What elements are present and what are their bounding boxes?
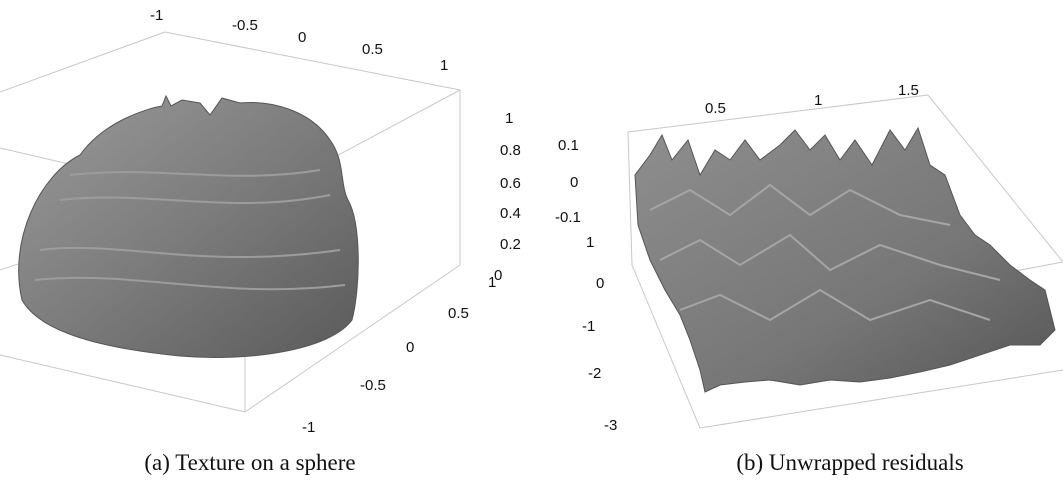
caption: (b) Unwrapped residuals xyxy=(736,450,963,475)
tick-label: 0.1 xyxy=(558,137,579,154)
tick-label: 0 xyxy=(406,339,414,356)
tick-label: -0.5 xyxy=(360,377,386,394)
tick-label: -0.5 xyxy=(232,17,258,34)
textured-sphere-surface xyxy=(19,96,359,358)
tick-label: 0 xyxy=(570,174,578,191)
tick-label: 0.5 xyxy=(448,305,469,322)
tick-label: 1 xyxy=(440,57,448,74)
tick-label: 1 xyxy=(586,234,594,251)
tick-label: 0.4 xyxy=(500,205,521,222)
figure: -1 -0.5 0 0.5 1 1 0.8 0.6 0.4 0.2 0 1 0.… xyxy=(0,0,1063,487)
tick-label: 0.5 xyxy=(362,41,383,58)
tick-label: 1 xyxy=(488,274,496,291)
tick-label: -1 xyxy=(302,419,315,436)
residual-surface xyxy=(635,128,1055,392)
tick-label: 0 xyxy=(298,29,306,46)
page: -1 -0.5 0 0.5 1 1 0.8 0.6 0.4 0.2 0 1 0.… xyxy=(0,0,1063,487)
caption: (a) Texture on a sphere xyxy=(144,450,355,475)
tick-label: 1.5 xyxy=(898,82,919,99)
tick-label: 1 xyxy=(505,110,513,127)
tick-label: 0.6 xyxy=(500,175,521,192)
tick-label: -2 xyxy=(588,365,601,382)
tick-label: -3 xyxy=(604,417,617,434)
tick-label: 1 xyxy=(814,92,822,109)
tick-label: -0.1 xyxy=(555,209,581,226)
tick-label: 0.5 xyxy=(705,100,726,117)
panel-a: -1 -0.5 0 0.5 1 1 0.8 0.6 0.4 0.2 0 1 0.… xyxy=(0,7,521,475)
tick-label: -1 xyxy=(150,7,163,24)
tick-label: 0 xyxy=(596,275,604,292)
panel-b: 0.5 1 1.5 0.1 0 -0.1 1 0 -1 -2 -3 (b) Un… xyxy=(555,82,1063,475)
tick-label: 0.2 xyxy=(500,236,521,253)
tick-label: -1 xyxy=(582,318,595,335)
tick-label: 0.8 xyxy=(500,142,521,159)
